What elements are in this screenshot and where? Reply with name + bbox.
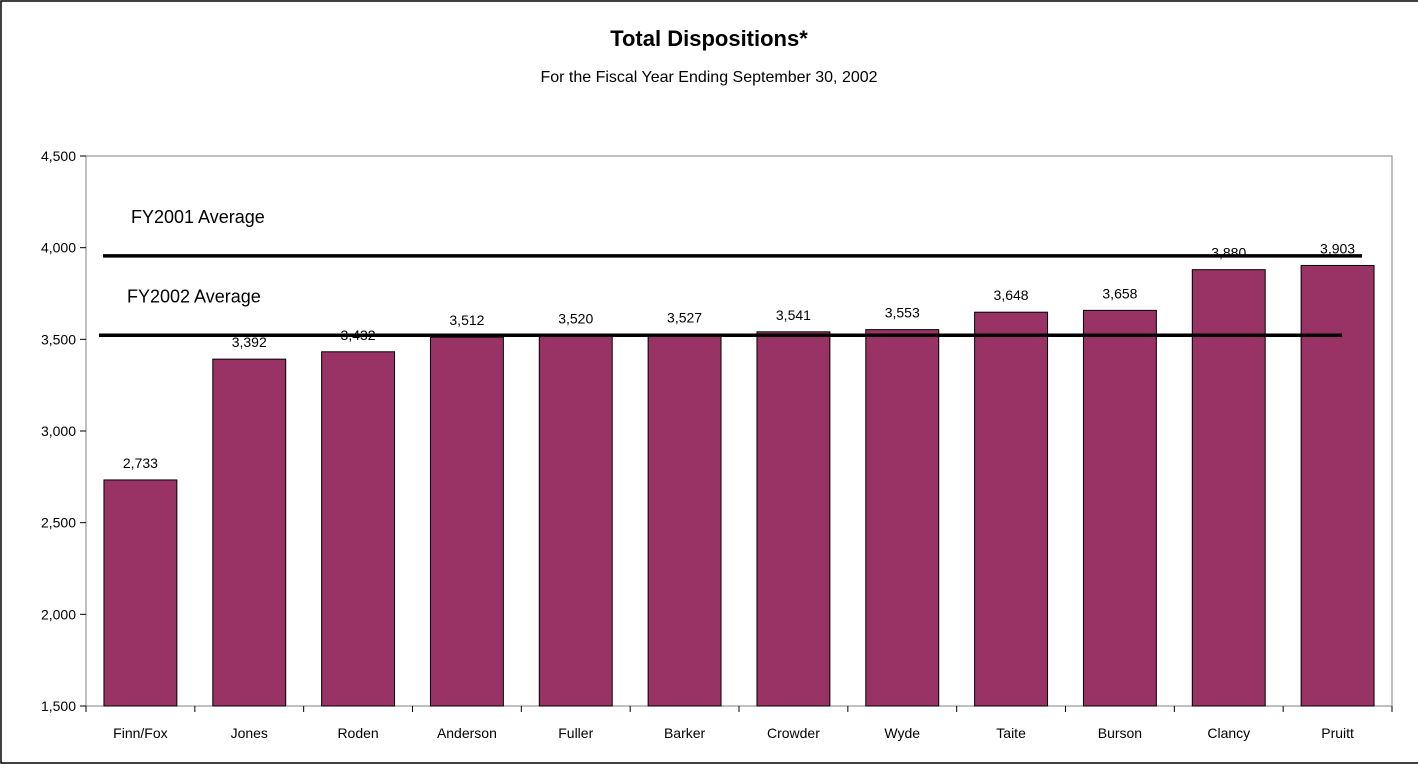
bar-4 bbox=[538, 335, 613, 707]
bar-5 bbox=[647, 333, 722, 707]
y-tick-label: 1,500 bbox=[41, 698, 76, 714]
chart-subtitle: For the Fiscal Year Ending September 30,… bbox=[540, 69, 877, 86]
bars bbox=[103, 264, 1375, 707]
reference-line-label-0: FY2001 Average bbox=[131, 207, 265, 227]
data-label-3: 3,512 bbox=[449, 312, 484, 328]
category-label-9: Burson bbox=[1098, 725, 1142, 741]
category-label-3: Anderson bbox=[437, 725, 497, 741]
bar-6 bbox=[756, 331, 831, 707]
category-label-2: Roden bbox=[337, 725, 378, 741]
data-label-6: 3,541 bbox=[776, 307, 811, 323]
x-axis: Finn/Fox Jones Roden Anderson Fuller Barker Cr… bbox=[85, 706, 1393, 741]
data-label-11: 3,903 bbox=[1320, 240, 1355, 256]
category-label-10: Clancy bbox=[1207, 725, 1250, 741]
category-label-0: Finn/Fox bbox=[113, 725, 167, 741]
category-label-1: Jones bbox=[231, 725, 268, 741]
reference-lines: FY2001 Average FY2002 Average bbox=[99, 207, 1362, 338]
y-tick-label: 4,000 bbox=[41, 240, 76, 256]
bar-0 bbox=[103, 479, 178, 707]
data-label-7: 3,553 bbox=[885, 305, 920, 321]
bar-labels: 2,7333,3923,4323,5123,5203,5273,5413,553… bbox=[123, 240, 1355, 471]
data-label-10: 3,880 bbox=[1211, 245, 1246, 261]
data-label-1: 3,392 bbox=[232, 334, 267, 350]
chart-title: Total Dispositions* bbox=[610, 26, 808, 51]
plot-area bbox=[85, 155, 1393, 707]
y-tick-label: 3,500 bbox=[41, 331, 76, 347]
category-label-7: Wyde bbox=[884, 725, 920, 741]
y-tick-label: 3,000 bbox=[41, 423, 76, 439]
bar-10 bbox=[1191, 269, 1266, 707]
y-tick-label: 2,000 bbox=[41, 606, 76, 622]
data-label-0: 2,733 bbox=[123, 455, 158, 471]
category-label-6: Crowder bbox=[767, 725, 820, 741]
y-tick-label: 4,500 bbox=[41, 148, 76, 164]
bar-3 bbox=[429, 336, 504, 707]
data-label-9: 3,658 bbox=[1102, 285, 1137, 301]
category-label-11: Pruitt bbox=[1321, 725, 1354, 741]
bar-2 bbox=[321, 351, 396, 707]
bar-9 bbox=[1082, 309, 1157, 707]
bar-11 bbox=[1300, 264, 1375, 707]
category-label-8: Taite bbox=[996, 725, 1026, 741]
category-label-4: Fuller bbox=[558, 725, 593, 741]
y-tick-label: 2,500 bbox=[41, 515, 76, 531]
bar-8 bbox=[974, 311, 1049, 707]
bar-1 bbox=[212, 358, 287, 707]
data-label-8: 3,648 bbox=[994, 287, 1029, 303]
category-label-5: Barker bbox=[664, 725, 706, 741]
data-label-4: 3,520 bbox=[558, 311, 593, 327]
data-label-5: 3,527 bbox=[667, 309, 702, 325]
reference-line-label-1: FY2002 Average bbox=[127, 286, 261, 306]
y-axis: 1,500 2,000 2,500 3,000 3,500 4,000 4,500 bbox=[41, 148, 86, 714]
bar-7 bbox=[865, 329, 940, 707]
